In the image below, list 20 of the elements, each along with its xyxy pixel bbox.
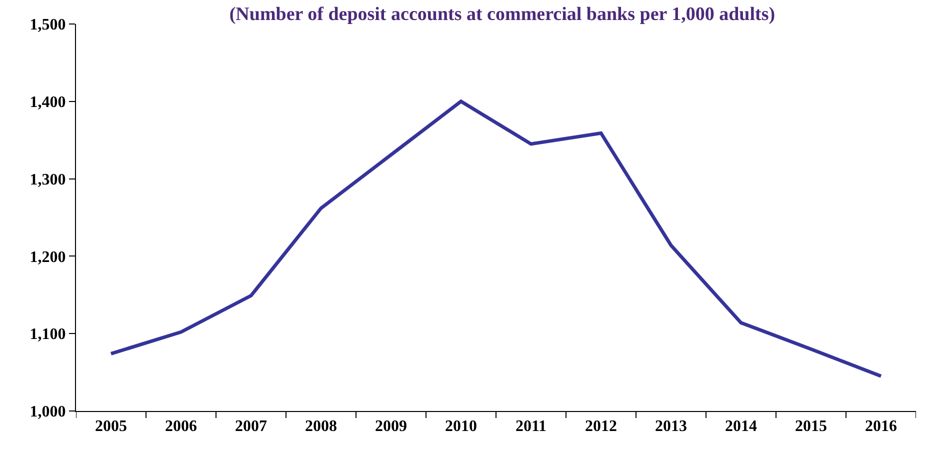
x-tick-label: 2016 (865, 418, 897, 436)
x-tick-label: 2007 (235, 418, 267, 436)
x-tick-label: 2015 (795, 418, 827, 436)
y-tick-label: 1,000 (30, 404, 66, 421)
x-tick-label: 2009 (375, 418, 407, 436)
x-tick-label: 2013 (655, 418, 687, 436)
y-tick-label: 1,400 (30, 94, 66, 111)
x-tick-label: 2008 (305, 418, 337, 436)
y-tick-label: 1,500 (30, 16, 66, 34)
x-tick-label: 2012 (585, 418, 617, 436)
y-tick-label: 1,300 (30, 171, 66, 188)
y-tick-label: 1,100 (30, 326, 66, 344)
chart-title: (Number of deposit accounts at commercial banks per 1,000 adults) (229, 4, 776, 26)
line-series (109, 100, 883, 378)
x-tick-label: 2014 (725, 418, 757, 436)
x-tick-label: 2005 (95, 418, 127, 436)
x-tick-label: 2010 (445, 418, 477, 436)
x-tick-label: 2011 (515, 418, 547, 436)
x-tick-label: 2006 (165, 418, 197, 436)
y-tick-label: 1,200 (30, 248, 66, 266)
